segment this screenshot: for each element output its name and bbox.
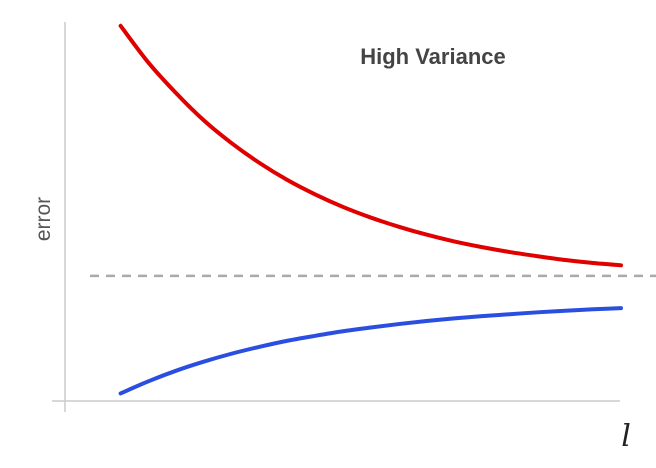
chart-title: High Variance xyxy=(360,44,506,69)
y-axis-label: error xyxy=(32,197,55,241)
x-axis-label: l xyxy=(621,419,631,454)
series-layer xyxy=(118,23,623,396)
series-line-red xyxy=(118,23,623,268)
series-line-blue xyxy=(118,306,623,396)
